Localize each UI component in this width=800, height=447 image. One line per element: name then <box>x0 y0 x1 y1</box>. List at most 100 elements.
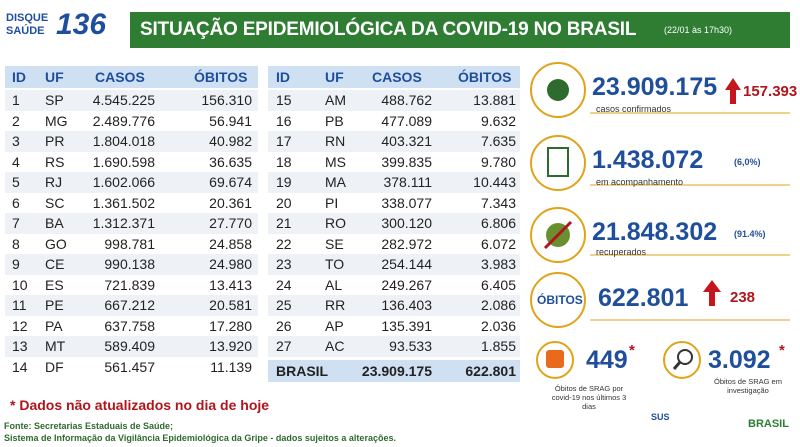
table-cell: 13.920 <box>209 338 252 354</box>
table-cell: 56.941 <box>209 112 252 129</box>
row-stripe <box>5 131 258 152</box>
table-cell: 4 <box>12 153 20 170</box>
table-cell: AP <box>325 317 344 334</box>
row-stripe <box>268 213 520 234</box>
table-cell: PE <box>45 297 64 313</box>
total-cell: 622.801 <box>465 363 516 379</box>
stat-change: 157.393 <box>743 83 798 100</box>
stat-share: (6,0%) <box>734 157 761 167</box>
table-cell: TO <box>325 256 345 272</box>
logo-gov: BRASIL <box>748 418 789 430</box>
table-cell: 20.581 <box>209 297 252 313</box>
table-cell: 12 <box>12 317 28 334</box>
srag-mark: * <box>629 342 635 359</box>
table-cell: AC <box>325 338 345 354</box>
table-cell: 2.086 <box>480 297 516 313</box>
row-stripe <box>5 213 258 234</box>
table-cell: RR <box>325 297 346 313</box>
table-cell: 18 <box>276 153 292 170</box>
table-cell: 16 <box>276 112 292 129</box>
table-cell: 667.212 <box>104 297 155 313</box>
stat-value: 23.909.175 <box>592 73 718 101</box>
table-cell: 40.982 <box>209 133 252 149</box>
table-cell: 21 <box>276 215 292 231</box>
title-bar <box>130 12 790 48</box>
table-cell: PA <box>45 317 63 334</box>
table-cell: RJ <box>45 174 63 190</box>
clipboard-icon <box>547 147 569 177</box>
table-cell: 637.758 <box>104 317 155 334</box>
table-cell: 7.343 <box>480 194 516 211</box>
table-cell: 1.855 <box>480 338 516 354</box>
footer-note: * Dados não atualizados no dia de hoje <box>10 397 270 413</box>
row-stripe <box>268 131 520 152</box>
stat-share: (91.4%) <box>734 229 766 239</box>
table-cell: 11 <box>12 297 27 313</box>
footer-source: Fonte: Secretarias Estaduais de Saúde; <box>4 421 174 431</box>
arrows <box>703 78 741 306</box>
table-cell: 589.409 <box>104 338 155 354</box>
table-cell: DF <box>45 358 64 375</box>
table-cell: SE <box>325 235 344 252</box>
table-cell: 6 <box>12 194 20 211</box>
icons <box>530 62 701 379</box>
table-cell: 20.361 <box>209 194 252 211</box>
table-cell: 93.533 <box>389 338 432 354</box>
table-cell: 13.881 <box>473 92 516 108</box>
table-cell: 25 <box>276 297 292 313</box>
table-cell: AM <box>325 92 346 108</box>
table-cell: 11.139 <box>210 358 252 375</box>
column-header: UF <box>45 69 64 85</box>
magnifier-icon <box>677 349 693 365</box>
column-header: ID <box>12 69 26 85</box>
table-cell: 3 <box>12 133 20 149</box>
table-cell: 1.602.066 <box>92 174 155 190</box>
table-cell: 5 <box>12 174 20 190</box>
table-cell: 23 <box>276 256 292 272</box>
table-cell: BA <box>45 215 64 231</box>
calendar-icon <box>546 350 564 368</box>
column-header: ÓBITOS <box>194 69 248 85</box>
table-header-bg <box>5 66 258 88</box>
table-cell: PR <box>45 133 65 149</box>
table-cell: MG <box>45 112 68 129</box>
table-cell: 2.036 <box>480 317 516 334</box>
table-cell: 135.391 <box>381 317 432 334</box>
total-row-bg <box>268 360 520 382</box>
table-cell: PI <box>325 194 339 211</box>
row-stripe <box>268 254 520 275</box>
table-cell: 10.443 <box>473 174 516 190</box>
table-cell: PB <box>325 112 344 129</box>
row-stripe <box>5 90 258 111</box>
table-cell: 17.280 <box>209 317 252 334</box>
table-cell: 378.111 <box>383 174 432 190</box>
row-stripe <box>5 254 258 275</box>
table-cell: 477.089 <box>381 112 432 129</box>
logo-line: DISQUE <box>6 12 49 24</box>
table-cell: CE <box>45 256 65 272</box>
table-cell: RN <box>325 133 346 149</box>
table-cell: 27 <box>276 338 292 354</box>
stat-change: 238 <box>730 289 756 306</box>
table-cell: 17 <box>276 133 292 149</box>
table-cell: AL <box>325 276 343 293</box>
table-cell: RO <box>325 215 346 231</box>
table-cell: 69.674 <box>209 174 252 190</box>
table-cell: 3.983 <box>480 256 516 272</box>
row-stripe <box>5 172 258 193</box>
logo-number: 136 <box>56 8 107 41</box>
table-cell: 2 <box>12 112 20 129</box>
row-stripe <box>268 90 520 111</box>
table-cell: 1.690.598 <box>92 153 155 170</box>
virus-icon <box>547 79 569 101</box>
srag-mark: * <box>779 342 785 359</box>
total-label: BRASIL <box>276 363 329 379</box>
logo-sus: SUS <box>651 412 670 422</box>
stat-value: 622.801 <box>598 284 689 312</box>
table-cell: 6.806 <box>480 215 516 231</box>
table-cell: 338.077 <box>381 194 432 211</box>
column-header: ID <box>276 69 290 85</box>
table-cell: 254.144 <box>381 256 432 272</box>
row-stripe <box>268 172 520 193</box>
